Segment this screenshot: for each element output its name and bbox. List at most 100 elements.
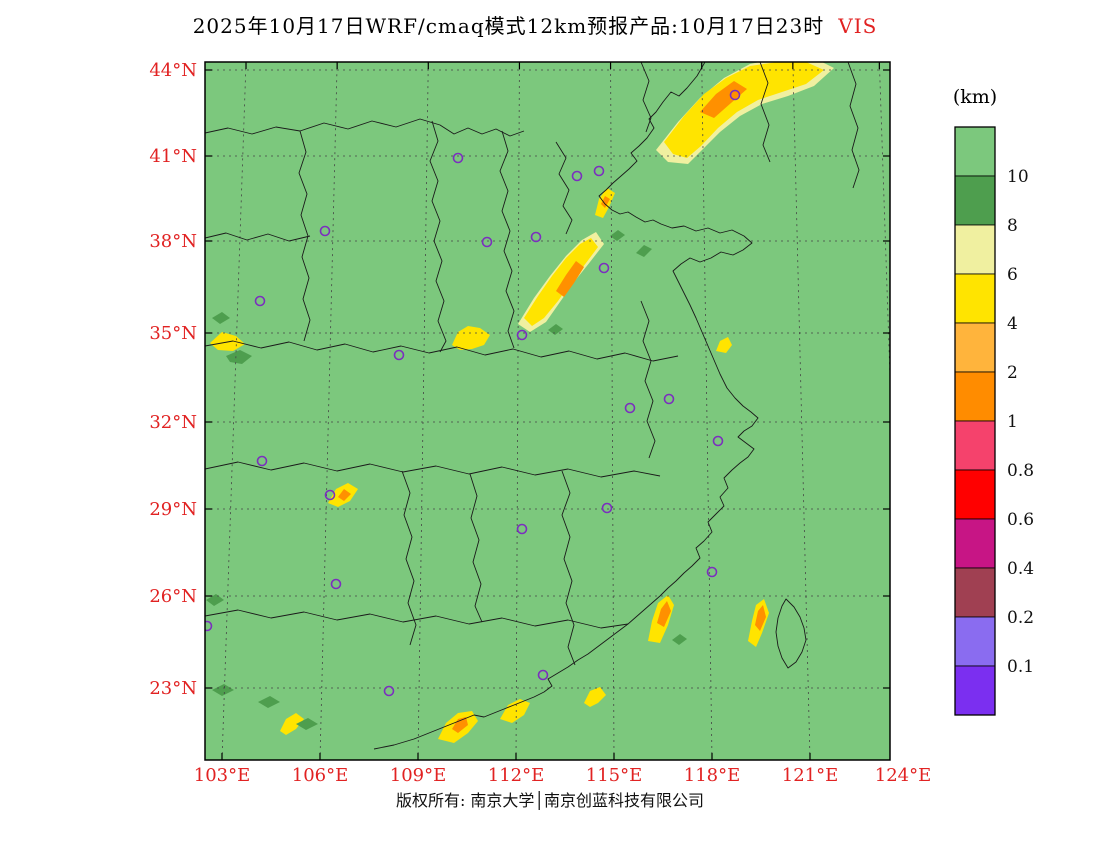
title-variable-label: VIS: [838, 14, 878, 38]
city-marker: [706, 566, 718, 578]
city-marker: [537, 669, 549, 681]
colorbar-segment: [954, 273, 996, 324]
visibility-patch: [212, 684, 234, 696]
longitude-gridline: [878, 62, 890, 389]
latitude-label: 38°N: [149, 231, 197, 252]
province-boundary: [847, 62, 860, 189]
province-boundary: [205, 609, 629, 629]
longitude-gridline: [221, 62, 247, 760]
visibility-patch: [610, 230, 625, 241]
visibility-patch: [212, 312, 230, 324]
province-boundary: [429, 120, 447, 353]
province-boundary: [640, 300, 656, 459]
colorbar-unit-label: (km): [953, 86, 997, 108]
visibility-patch: [657, 601, 671, 627]
visibility-patch: [672, 634, 687, 645]
colorbar-tick-label: 8: [1007, 216, 1018, 236]
colorbar-tick-label: 0.6: [1007, 510, 1034, 530]
visibility-patch: [584, 687, 606, 707]
colorbar-segment: [954, 616, 996, 667]
city-marker: [330, 578, 342, 590]
map-frame: [204, 61, 891, 761]
province-boundary: [561, 470, 576, 666]
longitude-label: 103°E: [194, 765, 251, 786]
city-marker: [393, 349, 405, 361]
longitude-gridline: [319, 62, 338, 760]
page-title: 2025年10月17日WRF/cmaq模式12km预报产品:10月17日23时 V…: [0, 10, 1070, 39]
visibility-patch: [556, 261, 584, 297]
visibility-patch: [716, 337, 732, 353]
longitude-label: 106°E: [292, 765, 349, 786]
colorbar-tick-label: 2: [1007, 363, 1018, 383]
colorbar-tick-label: 0.2: [1007, 608, 1034, 628]
visibility-patch: [548, 324, 563, 335]
colorbar-tick-label: 6: [1007, 265, 1018, 285]
longitude-gridline: [515, 62, 520, 760]
latitude-label: 23°N: [149, 678, 197, 699]
visibility-patch: [296, 718, 318, 730]
province-boundary: [499, 130, 515, 349]
longitude-gridline: [610, 62, 615, 760]
visibility-patch: [755, 605, 766, 631]
colorbar-segment: [954, 371, 996, 422]
latitude-label: 26°N: [149, 586, 197, 607]
city-marker: [256, 455, 268, 467]
province-boundary: [401, 470, 417, 646]
city-marker: [516, 523, 528, 535]
colorbar-tick-label: 0.1: [1007, 657, 1034, 677]
longitude-gridline: [792, 62, 811, 760]
province-boundary: [205, 461, 661, 478]
province-boundary: [640, 62, 652, 133]
title-main-text: 2025年10月17日WRF/cmaq模式12km预报产品:10月17日23时: [192, 14, 825, 38]
province-boundary: [759, 62, 771, 163]
latitude-label: 32°N: [149, 412, 197, 433]
city-marker: [254, 295, 266, 307]
colorbar-border: [954, 126, 996, 716]
latitude-label: 29°N: [149, 499, 197, 520]
province-boundary: [298, 130, 311, 342]
city-marker: [205, 620, 213, 632]
colorbar-segment: [954, 567, 996, 618]
city-marker: [516, 329, 528, 341]
colorbar-tick-label: 0.4: [1007, 559, 1034, 579]
city-marker: [624, 402, 636, 414]
longitude-gridline: [417, 62, 429, 760]
visibility-patch: [210, 332, 245, 351]
visibility-patch: [280, 713, 304, 735]
city-marker: [663, 393, 675, 405]
city-marker: [598, 262, 610, 274]
longitude-label: 121°E: [782, 765, 839, 786]
latitude-label: 44°N: [149, 60, 197, 81]
longitude-label: 112°E: [488, 765, 545, 786]
city-marker: [601, 502, 613, 514]
colorbar-segment: [954, 665, 996, 716]
colorbar-tick-label: 0.8: [1007, 461, 1034, 481]
longitude-label: 124°E: [875, 765, 932, 786]
visibility-patch: [258, 696, 280, 708]
province-boundary: [373, 62, 759, 750]
city-marker: [319, 225, 331, 237]
city-marker: [383, 685, 395, 697]
visibility-patch: [226, 350, 252, 364]
province-boundary: [205, 118, 525, 137]
city-marker: [729, 89, 741, 101]
city-marker: [712, 435, 724, 447]
colorbar-segment: [954, 518, 996, 569]
province-boundary: [555, 141, 573, 235]
colorbar-segment: [954, 126, 996, 177]
visibility-patch: [524, 238, 598, 326]
visibility-patch: [452, 326, 490, 350]
colorbar-segment: [954, 469, 996, 520]
colorbar-tick-label: 4: [1007, 314, 1018, 334]
visibility-patch: [500, 699, 530, 723]
visibility-patch: [452, 717, 468, 733]
colorbar-segment: [954, 224, 996, 275]
visibility-patch: [601, 196, 610, 208]
city-marker: [452, 152, 464, 164]
colorbar-tick-label: 10: [1007, 167, 1029, 187]
colorbar-tick-label: 1: [1007, 412, 1018, 432]
visibility-patch: [338, 489, 351, 501]
longitude-label: 109°E: [390, 765, 447, 786]
